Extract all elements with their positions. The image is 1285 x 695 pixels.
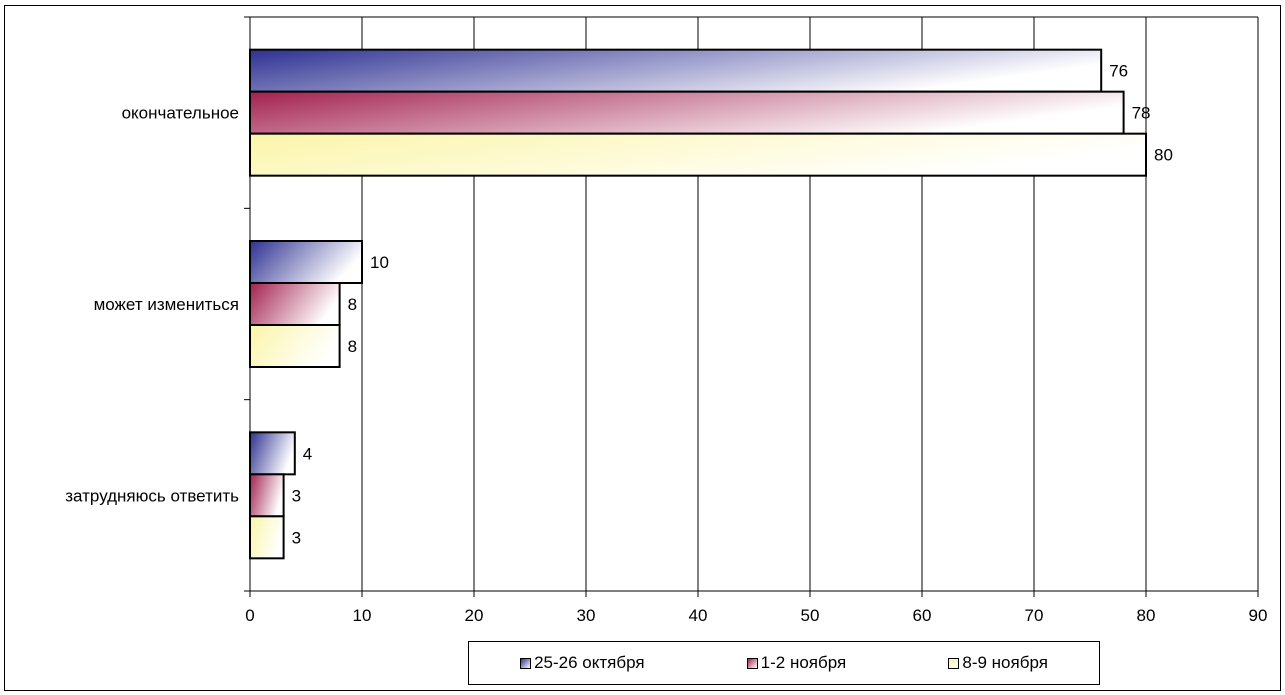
bar-0-1 bbox=[249, 90, 1125, 135]
legend-swatch-1 bbox=[746, 657, 758, 669]
x-tick-label-5: 50 bbox=[801, 606, 820, 625]
x-tick-label-2: 20 bbox=[465, 606, 484, 625]
x-tick-label-8: 80 bbox=[1137, 606, 1156, 625]
bar-2-1 bbox=[249, 473, 285, 518]
data-label-2-1: 3 bbox=[292, 486, 301, 505]
data-label-0-2: 80 bbox=[1154, 146, 1173, 165]
data-label-2-0: 4 bbox=[303, 444, 312, 463]
legend-swatch-2 bbox=[948, 657, 960, 669]
category-label-0: окончательное bbox=[122, 104, 239, 123]
legend-label-1: 1-2 ноября bbox=[760, 653, 847, 672]
legend-swatch-0 bbox=[520, 657, 532, 669]
bar-0-2 bbox=[249, 132, 1147, 177]
bar-2-2 bbox=[249, 515, 285, 560]
data-label-1-1: 8 bbox=[348, 295, 357, 314]
x-tick-label-0: 0 bbox=[245, 606, 254, 625]
data-label-0-0: 76 bbox=[1109, 62, 1128, 81]
bar-1-1 bbox=[249, 282, 341, 326]
x-tick-label-4: 40 bbox=[689, 606, 708, 625]
data-label-0-1: 78 bbox=[1132, 104, 1151, 123]
legend-item-0: 25-26 октября bbox=[520, 653, 645, 673]
legend-label-0: 25-26 октября bbox=[534, 653, 645, 672]
legend-item-1: 1-2 ноября bbox=[746, 653, 847, 673]
bar-0-0 bbox=[249, 48, 1103, 93]
legend-label-2: 8-9 ноября bbox=[962, 653, 1048, 672]
bar-2-0 bbox=[249, 431, 296, 476]
bar-1-2 bbox=[249, 324, 341, 368]
data-label-1-2: 8 bbox=[348, 337, 357, 356]
x-tick-label-9: 90 bbox=[1249, 606, 1268, 625]
category-label-2: затрудняюсь ответить bbox=[65, 486, 239, 505]
legend: 25-26 октября 1-2 ноября 8-9 ноября bbox=[468, 641, 1100, 685]
bar-1-0 bbox=[249, 240, 363, 284]
legend-item-2: 8-9 ноября bbox=[948, 653, 1048, 673]
data-label-1-0: 10 bbox=[370, 253, 389, 272]
data-label-2-2: 3 bbox=[292, 528, 301, 547]
x-tick-label-3: 30 bbox=[577, 606, 596, 625]
x-tick-label-7: 70 bbox=[1025, 606, 1044, 625]
x-tick-label-1: 10 bbox=[353, 606, 372, 625]
category-label-1: может измениться bbox=[94, 295, 239, 314]
x-tick-label-6: 60 bbox=[913, 606, 932, 625]
